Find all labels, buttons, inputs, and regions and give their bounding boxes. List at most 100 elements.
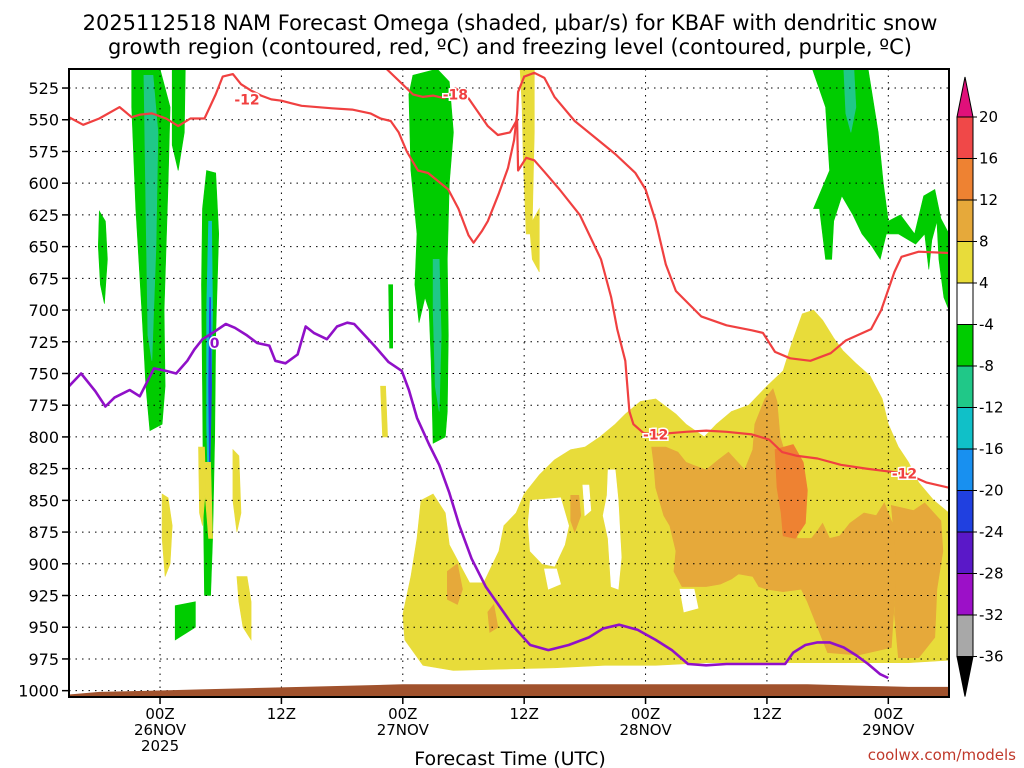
colorbar-bin: [956, 490, 974, 533]
chart-title-line2: growth region (contoured, red, ºC) and f…: [108, 35, 912, 59]
colorbar-bin: [956, 199, 974, 242]
y-tick-label: 1000: [18, 682, 59, 701]
colorbar-label: -8: [979, 357, 994, 375]
omega-region: [602, 469, 622, 590]
omega-region: [97, 210, 108, 304]
plot-frame: [68, 68, 950, 698]
x-tick-label: 00Z: [145, 705, 174, 723]
y-tick-label: 625: [28, 206, 59, 225]
y-tick-label: 700: [28, 301, 59, 320]
y-axis: 525 550 575 600 625 650 675 700 725 750 775 800 825 8…: [18, 79, 69, 701]
y-tick-label: 925: [28, 587, 59, 606]
x-tick-label: 00Z: [388, 705, 417, 723]
colorbar: 20 16 12 8 4 -4 -8 -12 -16 -20 -24 -28 -32 -36: [956, 76, 1004, 697]
colorbar-bin: [956, 282, 974, 325]
dgz-contour-label: -12: [234, 92, 259, 108]
x-tick-label: 29NOV: [862, 721, 915, 739]
x-axis-label: Forecast Time (UTC): [414, 748, 605, 768]
omega-region: [774, 444, 808, 539]
omega-region: [174, 601, 196, 641]
y-tick-label: 775: [28, 396, 59, 415]
dgz-contour-label: -12: [643, 427, 668, 443]
dgz-contour-label: -12: [892, 467, 917, 483]
freezing-contour-label: 0: [210, 336, 220, 352]
colorbar-label: -16: [979, 440, 1004, 458]
omega-region: [487, 603, 499, 633]
y-tick-label: 575: [28, 142, 59, 161]
x-tick-label: 12Z: [752, 705, 781, 723]
x-tick-label: 00Z: [874, 705, 903, 723]
colorbar-label: -28: [979, 565, 1004, 583]
dgz-contour-line: [69, 71, 949, 362]
omega-region: [582, 484, 592, 517]
freezing-level-layer: [69, 321, 889, 680]
y-tick-label: 800: [28, 428, 59, 447]
y-tick-label: 950: [28, 618, 59, 637]
x-tick-label: 12Z: [267, 705, 296, 723]
colorbar-bin: [956, 531, 974, 574]
colorbar-label: -36: [979, 648, 1004, 666]
omega-region: [171, 69, 186, 171]
omega-region: [143, 75, 159, 361]
chart-title-line1: 2025112518 NAM Forecast Omega (shaded, μ…: [83, 11, 938, 35]
ground-fill: [69, 684, 949, 697]
colorbar-bin: [956, 573, 974, 616]
colorbar-bin: [956, 407, 974, 450]
colorbar-top-arrow: [956, 76, 974, 118]
y-tick-label: 725: [28, 333, 59, 352]
omega-region: [890, 502, 944, 658]
colorbar-label: -24: [979, 523, 1004, 541]
colorbar-bin: [956, 241, 974, 284]
y-tick-label: 525: [28, 79, 59, 98]
dgz-contour-line: [385, 69, 949, 489]
y-tick-label: 850: [28, 491, 59, 510]
x-tick-label: 00Z: [631, 705, 660, 723]
ground-layer: [69, 684, 949, 697]
omega-region: [208, 297, 212, 488]
colorbar-label: -20: [979, 482, 1004, 500]
colorbar-bin: [956, 448, 974, 491]
x-tick-label: 26NOV: [134, 721, 187, 739]
omega-region: [232, 448, 242, 533]
omega-region: [236, 576, 252, 641]
x-tick-label: 27NOV: [377, 721, 430, 739]
y-tick-label: 750: [28, 364, 59, 383]
omega-region: [447, 563, 463, 605]
omega-region: [679, 588, 699, 613]
omega-region: [843, 69, 857, 133]
omega-region: [527, 497, 570, 567]
dgz-contour-layer: [69, 69, 949, 489]
y-tick-label: 550: [28, 111, 59, 130]
x-tick-label: 2025: [141, 737, 179, 755]
contour-label-layer: -12 -18 -12 -12 0: [208, 86, 918, 484]
y-tick-label: 875: [28, 523, 59, 542]
omega-region: [198, 446, 206, 526]
colorbar-label: 8: [979, 233, 989, 251]
colorbar-bin: [956, 324, 974, 367]
colorbar-label: 20: [979, 108, 998, 126]
omega-region: [388, 284, 393, 349]
colorbar-bin: [956, 365, 974, 408]
y-tick-label: 975: [28, 650, 59, 669]
omega-region: [408, 69, 454, 444]
y-tick-label: 900: [28, 555, 59, 574]
colorbar-label: 12: [979, 191, 998, 209]
colorbar-bottom-arrow: [956, 656, 974, 697]
dgz-contour-label: -18: [443, 87, 468, 103]
colorbar-label: 4: [979, 274, 989, 292]
y-tick-label: 825: [28, 460, 59, 479]
y-tick-label: 650: [28, 238, 59, 257]
plot-area: -12 -18 -12 -12 0: [69, 69, 949, 697]
colorbar-label: -32: [979, 606, 1004, 624]
colorbar-label: -4: [979, 316, 994, 334]
colorbar-bin: [956, 116, 974, 159]
y-tick-label: 600: [28, 174, 59, 193]
omega-shading-layer: [97, 69, 949, 671]
credit-text: coolwx.com/models: [868, 746, 1016, 764]
colorbar-label: 16: [979, 150, 998, 168]
grid-layer: [69, 69, 949, 697]
x-tick-label: 28NOV: [619, 721, 672, 739]
omega-region: [161, 493, 173, 577]
omega-region: [544, 568, 561, 590]
